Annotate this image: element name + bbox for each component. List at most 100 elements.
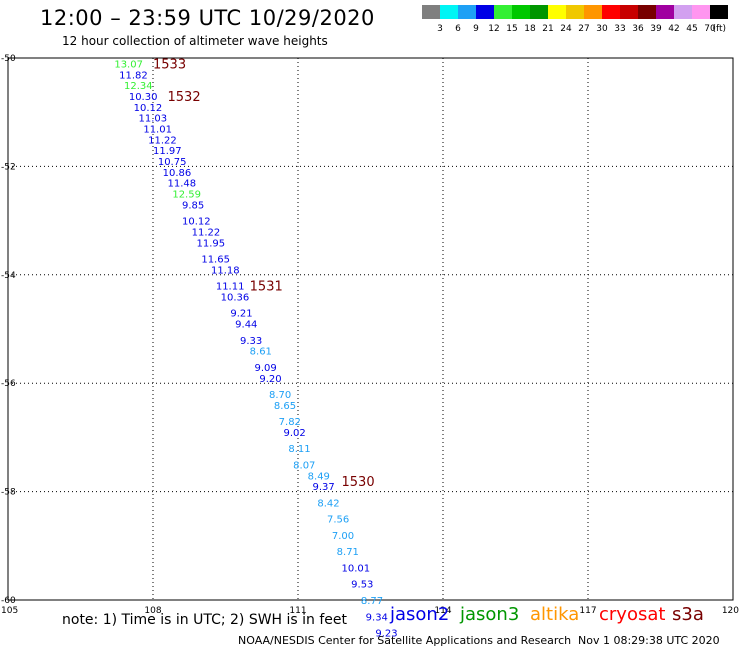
legend-swatch: [674, 5, 692, 19]
wave-height-value: 7.00: [332, 531, 354, 542]
latitude-label: -56: [1, 379, 16, 389]
wave-height-value: 8.42: [317, 498, 339, 509]
generated-timestamp: Nov 1 08:29:38 UTC 2020: [578, 634, 720, 647]
pass-number-label: 1530: [342, 475, 375, 490]
legend-tick-label: 33: [614, 24, 625, 34]
wave-height-value: 9.37: [313, 482, 335, 493]
legend-tick-label: 6: [455, 24, 461, 34]
latitude-label: -58: [1, 488, 16, 498]
longitude-label: 111: [289, 606, 306, 616]
latitude-label: -52: [1, 162, 16, 172]
legend-tick-label: 45: [686, 24, 697, 34]
latitude-label: -54: [1, 271, 16, 281]
wave-height-value: 13.07: [114, 59, 143, 70]
satellite-cryosat-label: cryosat: [599, 604, 666, 625]
footer-note: note: 1) Time is in UTC; 2) SWH is in fe…: [62, 612, 348, 628]
observation-track: 13.0711.8212.3410.3010.1211.0311.0111.22…: [114, 59, 397, 639]
legend-swatch: [512, 5, 530, 19]
wave-height-value: 9.21: [230, 309, 252, 320]
graticule: [8, 58, 733, 600]
legend-swatch: [548, 5, 566, 19]
wave-height-value: 10.36: [221, 292, 250, 303]
wave-height-value: 8.70: [269, 390, 291, 401]
legend-tick-label: 39: [650, 24, 662, 34]
pass-number-label: 1533: [153, 57, 186, 72]
legend-unit-label: (ft): [712, 24, 726, 34]
credit-line: NOAA/NESDIS Center for Satellite Applica…: [238, 634, 572, 647]
wave-height-value: 11.82: [119, 70, 148, 81]
legend-swatch: [494, 5, 512, 19]
satellite-s3a-label: s3a: [672, 604, 704, 625]
wave-height-value: 12.34: [124, 81, 153, 92]
wave-height-value: 11.18: [211, 265, 240, 276]
legend-tick-label: 9: [473, 24, 479, 34]
wave-height-value: 11.01: [143, 124, 172, 135]
wave-height-value: 11.65: [201, 255, 230, 266]
map-frame: [7, 57, 734, 601]
legend-swatch: [422, 5, 440, 19]
legend-tick-label: 24: [560, 24, 572, 34]
wave-height-value: 9.20: [259, 374, 281, 385]
wave-height-value: 12.59: [172, 190, 201, 201]
legend-tick-label: 27: [578, 24, 589, 34]
wave-height-legend: 3 6 9 12 15 18 21 24 27 30 33 36 39 42 45 70(ft): [422, 5, 728, 34]
wave-height-value: 10.86: [163, 168, 192, 179]
wave-height-value: 9.33: [240, 336, 262, 347]
satellite-altika-label: altika: [530, 604, 580, 625]
legend-swatch: [476, 5, 494, 19]
legend-tick-label: 42: [668, 24, 679, 34]
satellite-jason2-label: jason2: [390, 604, 450, 625]
legend-swatch: [458, 5, 476, 19]
wave-height-value: 10.30: [129, 92, 158, 103]
wave-height-value: 11.95: [197, 238, 226, 249]
wave-height-value: 11.97: [153, 146, 182, 157]
legend-tick-label: 36: [632, 24, 644, 34]
wave-height-value: 10.12: [134, 103, 163, 114]
wave-height-value: 8.65: [274, 401, 296, 412]
longitude-label: 117: [579, 606, 596, 616]
legend-swatch: [584, 5, 602, 19]
latitude-label: -60: [1, 596, 16, 606]
wave-height-value: 8.77: [361, 596, 383, 607]
wave-height-value: 8.49: [308, 471, 330, 482]
longitude-label: 105: [1, 606, 18, 616]
latitude-label: -50: [1, 54, 16, 64]
longitude-label: 114: [434, 606, 451, 616]
page-title: 12:00 – 23:59 UTC 10/29/2020: [40, 6, 375, 30]
wave-height-value: 8.61: [250, 347, 272, 358]
wave-height-value: 9.44: [235, 320, 257, 331]
legend-swatch: [602, 5, 620, 19]
wave-height-value: 8.11: [288, 444, 310, 455]
wave-height-value: 9.23: [375, 629, 397, 640]
wave-height-value: 10.01: [342, 563, 371, 574]
wave-height-value: 7.56: [327, 515, 349, 526]
wave-height-value: 11.48: [168, 179, 197, 190]
longitude-label: 120: [722, 606, 739, 616]
satellite-jason3-label: jason3: [460, 604, 520, 625]
pass-number-label: 1531: [250, 280, 283, 295]
legend-swatch: [692, 5, 710, 19]
legend-swatch: [440, 5, 458, 19]
longitude-label: 108: [144, 606, 161, 616]
wave-height-value: 7.82: [279, 417, 301, 428]
wave-height-value: 11.22: [148, 135, 177, 146]
wave-height-value: 9.85: [182, 200, 204, 211]
legend-tick-label: 30: [596, 24, 608, 34]
wave-height-value: 8.71: [337, 547, 359, 558]
wave-height-value: 11.11: [216, 282, 245, 293]
wave-height-value: 9.53: [351, 580, 373, 591]
legend-tick-label: 3: [437, 24, 443, 34]
legend-tick-label: 15: [506, 24, 517, 34]
legend-swatch: [656, 5, 674, 19]
legend-tick-label: 21: [542, 24, 553, 34]
legend-swatch: [620, 5, 638, 19]
wave-height-value: 8.07: [293, 461, 315, 472]
legend-swatch: [638, 5, 656, 19]
legend-swatch: [710, 5, 728, 19]
wave-height-value: 11.03: [139, 114, 168, 125]
pass-number-label: 1532: [168, 90, 201, 105]
wave-height-value: 10.12: [182, 217, 211, 228]
wave-height-value: 9.09: [255, 363, 277, 374]
wave-height-value: 9.34: [366, 612, 388, 623]
